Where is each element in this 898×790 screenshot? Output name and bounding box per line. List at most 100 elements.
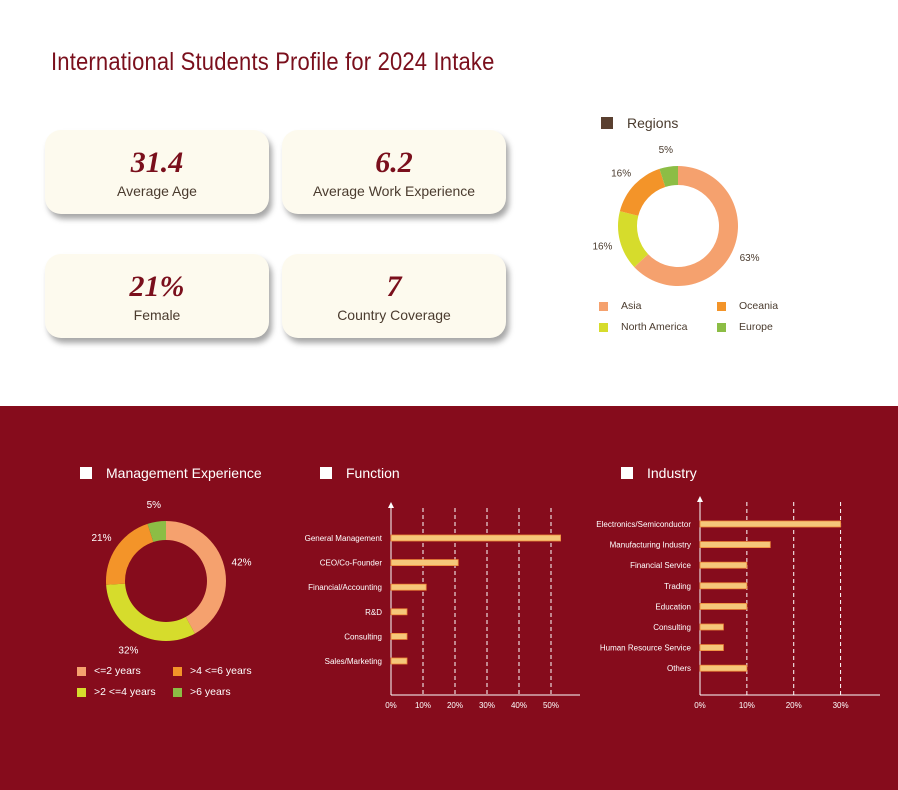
stat-card-country-coverage: 7 Country Coverage <box>282 254 506 338</box>
x-tick-label: 0% <box>385 701 397 710</box>
category-label: Human Resource Service <box>600 644 692 653</box>
donut-slice-label: 32% <box>118 645 138 655</box>
category-label: R&D <box>365 608 382 617</box>
x-tick-label: 20% <box>786 701 802 710</box>
legend-swatch <box>599 301 608 311</box>
legend-swatch <box>599 322 608 332</box>
donut-slice--4-6-years <box>106 523 154 585</box>
regions-header-square-icon <box>601 117 613 129</box>
bar-r-d <box>390 608 408 616</box>
legend-swatch <box>77 687 86 697</box>
management-experience-title: Management Experience <box>106 465 262 481</box>
stat-value: 21% <box>129 270 185 303</box>
legend-item-2-4-years: >2 <=4 years <box>77 686 156 698</box>
bar-education <box>699 603 748 610</box>
donut-slice-asia <box>634 166 738 286</box>
page-title: International Students Profile for 2024 … <box>51 48 495 76</box>
bar-financial-accounting <box>390 583 427 591</box>
legend-item-europe: Europe <box>717 321 773 333</box>
stat-value: 31.4 <box>130 146 184 179</box>
legend-label: >4 <=6 years <box>190 665 252 677</box>
x-tick-label: 40% <box>511 701 527 710</box>
legend-item-gt6-years: >6 years <box>173 686 231 698</box>
legend-item-oceania: Oceania <box>717 300 778 312</box>
function-title: Function <box>346 465 400 481</box>
bar-others <box>699 664 748 672</box>
legend-item-le2-years: <=2 years <box>77 665 141 677</box>
legend-swatch <box>173 666 182 676</box>
header-square-icon <box>80 467 92 479</box>
bar-general-management <box>390 534 562 542</box>
regions-donut-chart: 63% 16% 16% 5% <box>592 145 760 286</box>
category-label: Others <box>667 664 691 673</box>
industry-title: Industry <box>647 465 697 481</box>
donut-slice-label: 21% <box>91 533 111 544</box>
donut-slice-north-america <box>618 211 649 268</box>
donut-slice--2-years <box>166 521 227 634</box>
bar-sales-marketing <box>390 657 408 665</box>
legend-label: Asia <box>621 300 642 312</box>
legend-item-north-america: North America <box>599 321 688 333</box>
legend-label: <=2 years <box>94 665 141 677</box>
stat-card-work-experience: 6.2 Average Work Experience <box>282 130 506 214</box>
legend-label: North America <box>621 321 688 333</box>
stat-label: Female <box>133 307 181 323</box>
bar-human-resource-service <box>699 644 724 652</box>
stat-value: 6.2 <box>375 146 413 179</box>
stat-label: Average Age <box>117 183 197 199</box>
bottom-band <box>0 406 898 790</box>
bar-trading <box>699 582 748 590</box>
bar-electronics-semiconductor <box>699 520 841 528</box>
legend-swatch <box>717 322 726 332</box>
bar-ceo-co-founder <box>390 559 459 566</box>
stat-card-average-age: 31.4 Average Age <box>45 130 269 214</box>
category-label: Manufacturing Industry <box>610 541 691 550</box>
bar-consulting <box>699 623 724 631</box>
category-label: CEO/Co-Founder <box>320 559 383 568</box>
category-label: Sales/Marketing <box>325 657 382 666</box>
function-header: Function <box>320 465 400 481</box>
category-label: Consulting <box>653 623 691 632</box>
x-tick-label: 50% <box>543 701 559 710</box>
donut-slice-label: 5% <box>147 500 162 511</box>
x-tick-label: 0% <box>694 701 706 710</box>
donut-slice-label: 42% <box>232 558 252 569</box>
category-label: Trading <box>664 582 691 591</box>
bar-consulting <box>390 632 408 640</box>
donut-slice-label: 5% <box>659 145 674 156</box>
header-square-icon <box>320 467 332 479</box>
category-label: Consulting <box>344 632 382 641</box>
legend-label: Europe <box>739 321 773 333</box>
category-label: Electronics/Semiconductor <box>596 520 691 529</box>
regions-legend: Asia Oceania North America Europe <box>599 300 799 340</box>
x-tick-label: 10% <box>415 701 431 710</box>
legend-item-asia: Asia <box>599 300 641 312</box>
y-axis-arrow-icon <box>697 496 703 502</box>
industry-bar-chart: 0% 10% 20% 30% Electronics/Semiconductor Manu… <box>596 496 880 710</box>
category-label: Financial Service <box>630 561 691 570</box>
x-tick-label: 30% <box>833 701 849 710</box>
stat-label: Average Work Experience <box>312 183 476 199</box>
x-tick-label: 10% <box>739 701 755 710</box>
stat-value: 7 <box>386 270 402 303</box>
donut-slice--2-4-years <box>106 583 195 641</box>
stat-card-female: 21% Female <box>45 254 269 338</box>
donut-slice--6-years <box>147 521 166 543</box>
category-label: Financial/Accounting <box>308 583 382 592</box>
management-experience-donut-chart: 42% 32% 21% 5% <box>91 500 252 655</box>
legend-swatch <box>173 687 182 697</box>
function-bar-chart: 0% 10% 20% 30% 40% 50% General Management CEO/C… <box>305 502 580 710</box>
legend-swatch <box>77 666 86 676</box>
bar-financial-service <box>699 561 748 569</box>
header-square-icon <box>621 467 633 479</box>
donut-slice-label: 16% <box>592 241 612 252</box>
donut-slice-europe <box>659 166 678 188</box>
y-axis-arrow-icon <box>388 502 394 508</box>
stat-label: Country Coverage <box>337 307 451 323</box>
bar-manufacturing-industry <box>699 541 771 548</box>
management-experience-legend: <=2 years >4 <=6 years >2 <=4 years >6 y… <box>77 665 277 705</box>
category-label: Education <box>655 602 691 611</box>
x-tick-label: 20% <box>447 701 463 710</box>
legend-swatch <box>717 301 726 311</box>
regions-header: Regions <box>601 115 678 131</box>
